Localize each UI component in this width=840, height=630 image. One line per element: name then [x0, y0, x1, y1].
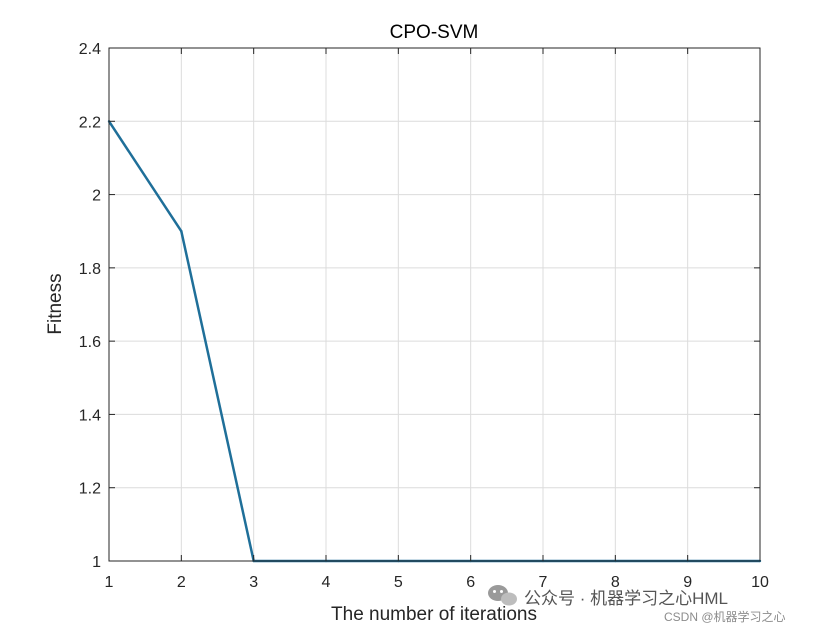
plot-area [109, 48, 760, 561]
x-tick-label: 6 [466, 574, 475, 591]
y-tick-label: 2.4 [79, 41, 101, 58]
watermark: 公众号 · 机器学习之心HML CSDN @机器学习之心 [488, 585, 786, 624]
y-tick-label: 1.4 [79, 407, 101, 424]
y-tick-label: 2 [92, 188, 101, 205]
data-point [180, 230, 183, 233]
y-tick-label: 2.2 [79, 114, 101, 131]
x-tick-label: 4 [322, 574, 331, 591]
x-tick-label: 8 [611, 574, 620, 591]
y-tick-label: 1.6 [79, 334, 101, 351]
y-tick-label: 1.8 [79, 261, 101, 278]
y-axis-ticks: 1 1.2 1.4 1.6 1.8 2 2.2 2.4 [79, 41, 760, 571]
x-tick-label: 9 [683, 574, 692, 591]
x-tick-label: 2 [177, 574, 186, 591]
wechat-icon [488, 585, 517, 606]
axes-frame [108, 47, 761, 562]
y-axis-title: Fitness [45, 273, 66, 334]
watermark-subtext: CSDN @机器学习之心 [664, 609, 786, 624]
grid [109, 48, 760, 561]
x-axis-ticks: 1 2 3 4 5 6 7 8 9 10 [105, 48, 769, 591]
x-tick-label: 10 [751, 574, 769, 591]
y-tick-label: 1 [92, 554, 101, 571]
y-tick-label: 1.2 [79, 481, 101, 498]
x-tick-label: 1 [105, 574, 114, 591]
chart-title: CPO-SVM [390, 22, 479, 43]
x-tick-label: 3 [249, 574, 258, 591]
x-tick-label: 5 [394, 574, 403, 591]
watermark-text: 公众号 · 机器学习之心HML [524, 589, 728, 608]
x-tick-label: 7 [539, 574, 548, 591]
x-axis-title: The number of iterations [331, 604, 537, 625]
